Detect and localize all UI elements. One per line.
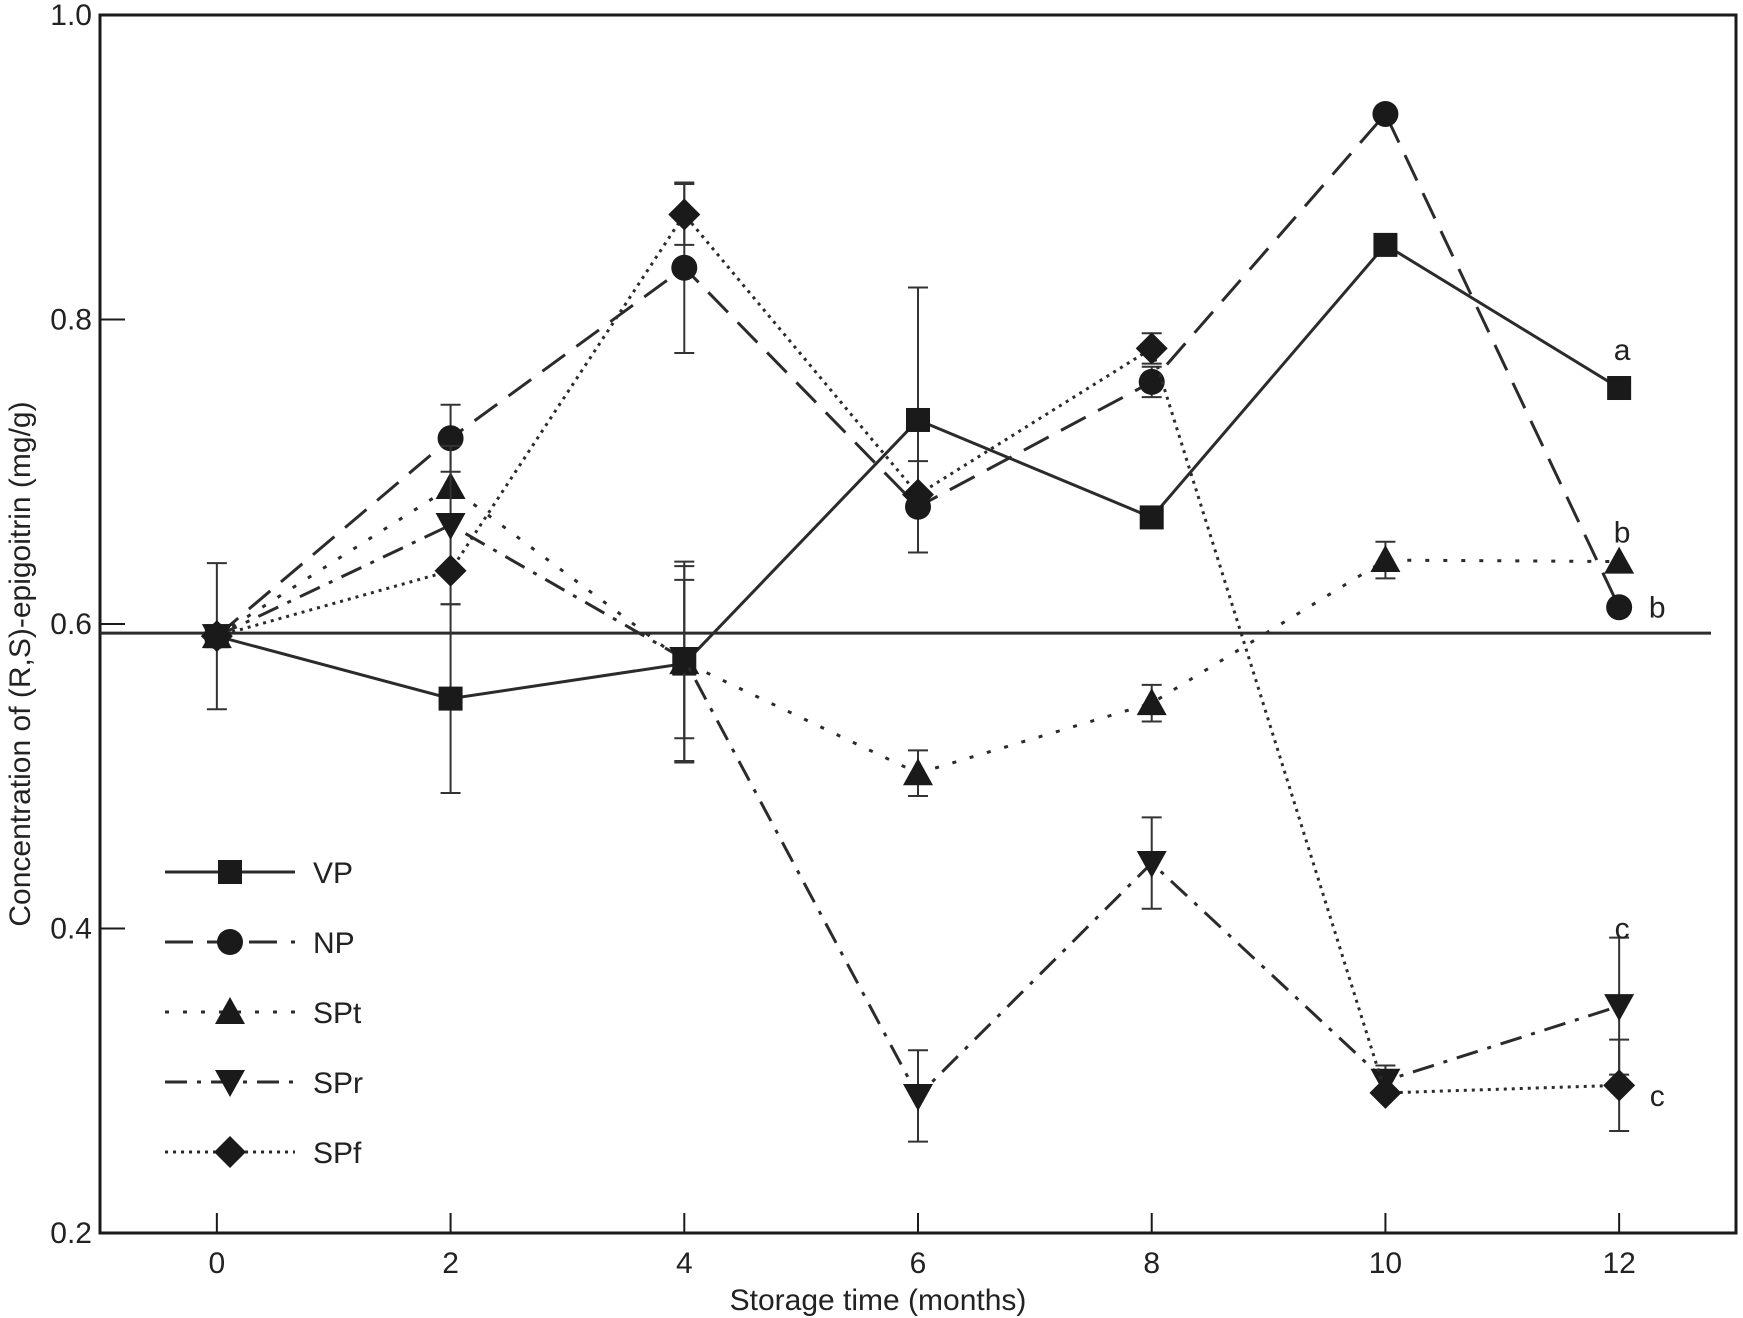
x-axis-title: Storage time (months) <box>730 1284 1027 1317</box>
x-tick-label: 8 <box>1143 1247 1160 1280</box>
legend-marker <box>215 1070 245 1097</box>
legend-label: SPr <box>313 1067 363 1100</box>
annotation-label: c <box>1615 913 1630 946</box>
legend-marker <box>217 929 243 955</box>
data-point-np <box>671 254 698 281</box>
data-point-spt <box>1136 688 1167 716</box>
annotation-label: c <box>1650 1080 1665 1113</box>
y-tick-label: 0.2 <box>50 1217 92 1250</box>
legend-label: SPt <box>313 997 362 1030</box>
data-point-spf <box>200 620 233 653</box>
y-tick-label: 0.6 <box>50 608 92 641</box>
x-tick-label: 4 <box>676 1247 693 1280</box>
data-point-spf <box>1603 1069 1636 1102</box>
data-point-spr <box>669 647 700 675</box>
data-point-spf <box>1135 332 1168 365</box>
x-tick-label: 10 <box>1369 1247 1402 1280</box>
legend-marker <box>218 860 242 884</box>
y-tick-label: 0.4 <box>50 913 92 946</box>
data-point-spf <box>902 478 934 511</box>
x-tick-label: 0 <box>209 1247 226 1280</box>
annotation-label: b <box>1614 517 1631 550</box>
data-point-spr <box>435 513 466 541</box>
y-tick-label: 0.8 <box>50 304 92 337</box>
data-point-spt <box>1370 545 1401 573</box>
legend-label: VP <box>313 857 353 890</box>
legend-item-spf: SPf <box>165 1136 362 1170</box>
data-point-spt <box>1604 546 1635 574</box>
annotation-label: a <box>1614 334 1631 367</box>
data-point-spr <box>1604 994 1635 1022</box>
legend-label: SPf <box>313 1137 362 1170</box>
data-point-spf <box>434 554 467 587</box>
data-point-vp <box>438 686 463 711</box>
data-point-np <box>1372 100 1399 127</box>
x-tick-label: 12 <box>1602 1247 1635 1280</box>
data-point-np <box>1138 368 1165 395</box>
data-point-spf <box>668 198 701 231</box>
legend-item-np: NP <box>165 927 355 960</box>
data-point-spr <box>903 1083 933 1111</box>
data-point-np <box>437 425 464 452</box>
legend-marker <box>214 1136 246 1168</box>
series-spt <box>201 471 1635 798</box>
x-tick-label: 2 <box>442 1247 459 1280</box>
data-point-vp <box>1139 505 1164 530</box>
series-spf <box>200 182 1636 1132</box>
annotation-label: b <box>1649 591 1666 624</box>
y-axis-title: Concentration of (R,S)-epigoitrin (mg/g) <box>4 401 37 926</box>
y-tick-label: 1.0 <box>50 0 92 32</box>
legend-item-spr: SPr <box>165 1067 363 1100</box>
legend: VP NP SPt SPr SPf <box>165 857 363 1170</box>
data-point-vp <box>1607 376 1632 401</box>
data-point-spt <box>903 758 933 786</box>
legend-marker <box>215 997 245 1024</box>
x-tick-label: 6 <box>910 1247 927 1280</box>
data-point-spr <box>1136 851 1167 879</box>
data-point-vp <box>1373 232 1398 257</box>
legend-item-spt: SPt <box>165 997 362 1030</box>
legend-label: NP <box>313 927 355 960</box>
data-point-np <box>1606 594 1633 621</box>
series-line-spr <box>216 523 1620 1099</box>
data-point-vp <box>906 407 930 432</box>
data-point-spf <box>1369 1076 1402 1109</box>
legend-item-vp: VP <box>165 857 353 890</box>
